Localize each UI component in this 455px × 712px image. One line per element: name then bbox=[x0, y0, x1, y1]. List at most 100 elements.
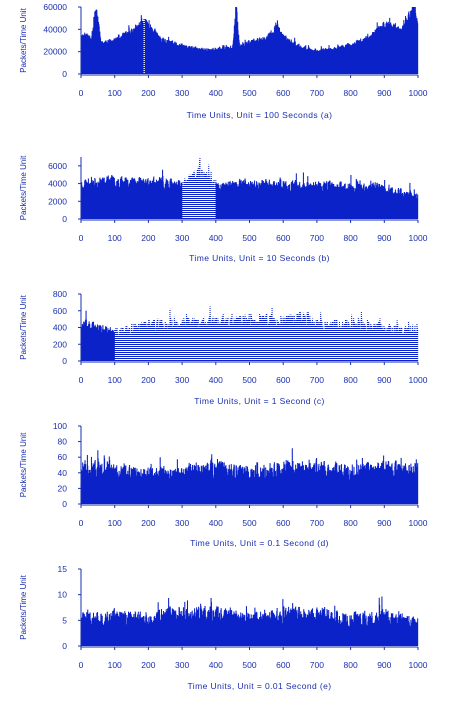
x-tick-label-c: 700 bbox=[310, 375, 324, 385]
panel-b: 0 2000 4000 6000 0 100 200 300 400 500 600 700 800 90… bbox=[19, 155, 428, 263]
x-tick-label-a: 100 bbox=[108, 88, 122, 98]
x-tick-label-c: 800 bbox=[344, 375, 358, 385]
panel-e: 0 5 10 15 0 100 200 300 400 500 600 700 800 900 1000 Pa… bbox=[19, 564, 428, 691]
y-tick-label-e: 10 bbox=[58, 590, 68, 600]
x-tick-label-b: 1000 bbox=[409, 233, 428, 243]
x-tick-label-e: 400 bbox=[209, 660, 223, 670]
y-tick-label-e: 5 bbox=[62, 615, 67, 625]
y-tick-label-a: 40000 bbox=[43, 24, 67, 34]
x-tick-label-c: 0 bbox=[79, 375, 84, 385]
x-tick-label-e: 900 bbox=[377, 660, 391, 670]
x-axis-label-d: Time Units, Unit = 0.1 Second (d) bbox=[190, 538, 329, 548]
x-tick-label-b: 700 bbox=[310, 233, 324, 243]
x-tick-label-c: 1000 bbox=[409, 375, 428, 385]
x-axis-label-c: Time Units, Unit = 1 Second (c) bbox=[194, 396, 324, 406]
x-tick-label-c: 900 bbox=[377, 375, 391, 385]
x-tick-label-e: 300 bbox=[175, 660, 189, 670]
x-tick-label-d: 200 bbox=[141, 518, 155, 528]
y-tick-label-a: 60000 bbox=[43, 2, 67, 12]
x-tick-label-e: 700 bbox=[310, 660, 324, 670]
y-tick-label-c: 0 bbox=[62, 356, 67, 366]
x-tick-label-b: 500 bbox=[242, 233, 256, 243]
x-tick-label-c: 500 bbox=[242, 375, 256, 385]
x-tick-label-d: 700 bbox=[310, 518, 324, 528]
y-tick-label-d: 40 bbox=[58, 468, 68, 478]
x-tick-label-d: 300 bbox=[175, 518, 189, 528]
y-tick-label-d: 20 bbox=[58, 483, 68, 493]
x-tick-label-d: 600 bbox=[276, 518, 290, 528]
y-tick-label-c: 800 bbox=[53, 289, 67, 299]
y-tick-label-b: 6000 bbox=[48, 161, 67, 171]
panel-a: 0 20000 40000 60000 0 100 200 300 400 500 600 700 80… bbox=[19, 2, 428, 120]
x-tick-label-a: 400 bbox=[209, 88, 223, 98]
x-tick-label-d: 100 bbox=[108, 518, 122, 528]
x-tick-label-a: 0 bbox=[79, 88, 84, 98]
x-tick-label-d: 0 bbox=[79, 518, 84, 528]
y-axis-label-a: Packets/Time Unit bbox=[19, 7, 28, 72]
x-tick-label-c: 400 bbox=[209, 375, 223, 385]
x-tick-label-b: 800 bbox=[344, 233, 358, 243]
x-axis-label-b: Time Units, Unit = 10 Seconds (b) bbox=[189, 253, 330, 263]
y-tick-label-b: 0 bbox=[62, 214, 67, 224]
panel-c: 0 200 400 600 800 0 100 200 300 400 500 600 700 800 90… bbox=[19, 289, 428, 406]
series-bars-b bbox=[80, 169, 419, 219]
x-tick-label-d: 400 bbox=[209, 518, 223, 528]
x-tick-label-e: 200 bbox=[141, 660, 155, 670]
y-tick-label-a: 20000 bbox=[43, 47, 67, 57]
y-axis-label-d: Packets/Time Unit bbox=[19, 432, 28, 497]
series-bars-c bbox=[80, 310, 115, 361]
series-bars-dotted-b bbox=[181, 157, 217, 219]
y-tick-label-b: 4000 bbox=[48, 179, 67, 189]
x-tick-label-e: 0 bbox=[79, 660, 84, 670]
x-tick-label-d: 800 bbox=[344, 518, 358, 528]
x-tick-label-b: 400 bbox=[209, 233, 223, 243]
x-tick-label-a: 200 bbox=[141, 88, 155, 98]
y-axis-label-c: Packets/Time Unit bbox=[19, 294, 28, 359]
x-tick-label-a: 500 bbox=[242, 88, 256, 98]
x-tick-label-b: 0 bbox=[79, 233, 84, 243]
x-tick-label-b: 600 bbox=[276, 233, 290, 243]
x-axis-label-a: Time Units, Unit = 100 Seconds (a) bbox=[187, 110, 333, 120]
x-tick-label-d: 900 bbox=[377, 518, 391, 528]
x-tick-label-e: 500 bbox=[242, 660, 256, 670]
x-tick-label-e: 800 bbox=[344, 660, 358, 670]
series-bars-d bbox=[80, 448, 419, 504]
x-tick-label-a: 800 bbox=[344, 88, 358, 98]
x-tick-label-a: 600 bbox=[276, 88, 290, 98]
series-bars-e bbox=[80, 596, 419, 646]
x-tick-label-c: 200 bbox=[141, 375, 155, 385]
y-tick-label-a: 0 bbox=[62, 69, 67, 79]
y-tick-label-d: 80 bbox=[58, 437, 68, 447]
x-tick-label-e: 100 bbox=[108, 660, 122, 670]
y-tick-label-e: 0 bbox=[62, 641, 67, 651]
series-bars-dotted-c bbox=[114, 306, 419, 361]
x-axis-label-e: Time Units, Unit = 0.01 Second (e) bbox=[188, 681, 332, 691]
x-tick-label-e: 600 bbox=[276, 660, 290, 670]
y-tick-label-d: 0 bbox=[62, 499, 67, 509]
y-axis-label-b: Packets/Time Unit bbox=[19, 155, 28, 220]
x-tick-label-c: 100 bbox=[108, 375, 122, 385]
y-tick-label-d: 100 bbox=[53, 421, 67, 431]
y-tick-label-c: 600 bbox=[53, 306, 67, 316]
x-tick-label-e: 1000 bbox=[409, 660, 428, 670]
x-tick-label-d: 500 bbox=[242, 518, 256, 528]
x-tick-label-a: 900 bbox=[377, 88, 391, 98]
x-tick-label-a: 700 bbox=[310, 88, 324, 98]
x-tick-label-d: 1000 bbox=[409, 518, 428, 528]
series-bars-dotted-a bbox=[142, 18, 146, 74]
x-tick-label-b: 900 bbox=[377, 233, 391, 243]
x-tick-label-a: 300 bbox=[175, 88, 189, 98]
x-tick-label-b: 300 bbox=[175, 233, 189, 243]
x-tick-label-c: 600 bbox=[276, 375, 290, 385]
y-tick-label-c: 400 bbox=[53, 323, 67, 333]
series-bars-a bbox=[80, 7, 419, 74]
y-tick-label-d: 60 bbox=[58, 452, 68, 462]
x-tick-label-c: 300 bbox=[175, 375, 189, 385]
x-tick-label-a: 1000 bbox=[409, 88, 428, 98]
y-tick-label-b: 2000 bbox=[48, 196, 67, 206]
x-tick-label-b: 100 bbox=[108, 233, 122, 243]
y-tick-label-c: 200 bbox=[53, 339, 67, 349]
y-axis-label-e: Packets/Time Unit bbox=[19, 574, 28, 639]
